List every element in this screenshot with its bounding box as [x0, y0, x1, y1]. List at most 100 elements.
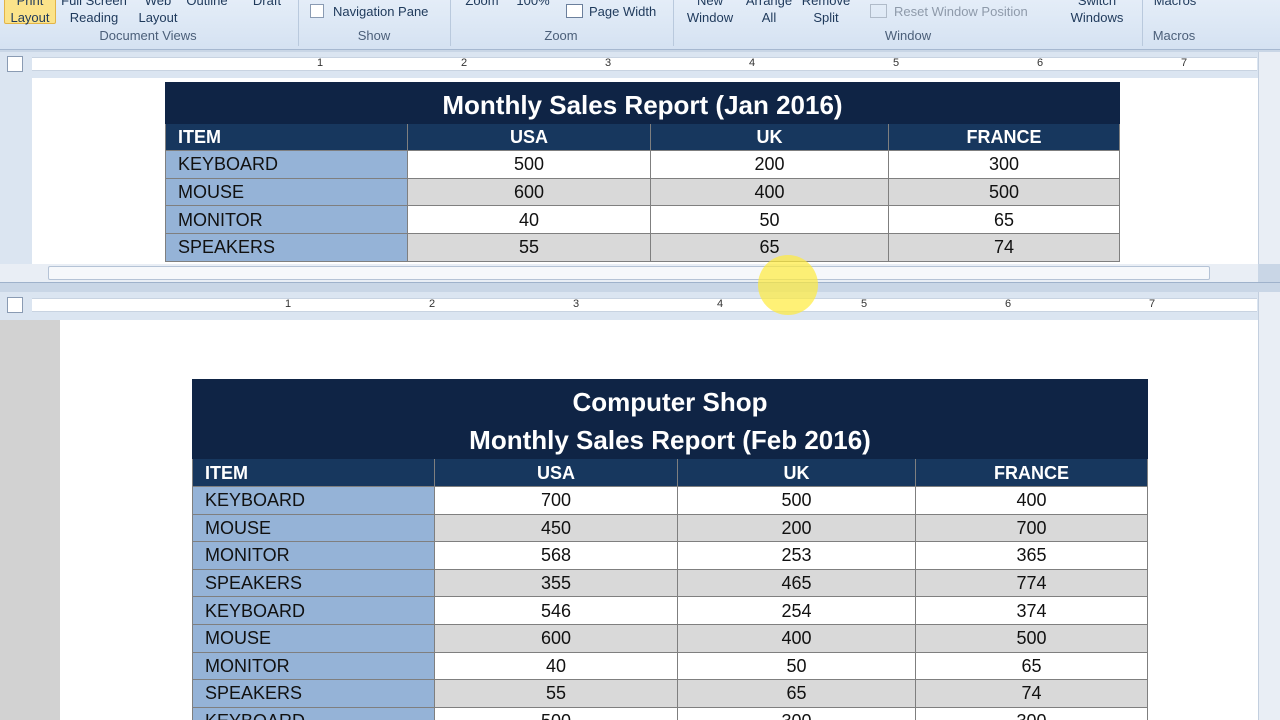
ribbon-button-label[interactable]: Print — [16, 0, 44, 8]
table-cell: KEYBOARD — [192, 707, 435, 720]
ribbon-button-label[interactable]: All — [761, 10, 777, 25]
table-cell: 74 — [889, 234, 1120, 262]
group-label: Window — [884, 28, 932, 43]
table-cell: 200 — [678, 514, 916, 543]
table-cell: 253 — [678, 542, 916, 570]
table-cell: MOUSE — [192, 514, 435, 543]
table-cell: 40 — [435, 652, 678, 681]
active-button — [4, 0, 56, 24]
ribbon-button-label[interactable]: Windows — [1070, 10, 1124, 25]
table-cell: MOUSE — [165, 178, 408, 207]
table-cell: 700 — [435, 487, 678, 515]
table-cell: 568 — [435, 542, 678, 570]
table-cell: 55 — [408, 234, 651, 262]
ribbon-button-label[interactable]: New — [696, 0, 723, 8]
separator — [450, 0, 451, 46]
table-cell: 700 — [916, 514, 1148, 543]
header-cell: ITEM — [192, 459, 435, 487]
table-cell: KEYBOARD — [192, 597, 435, 625]
group-label: Show — [357, 28, 391, 43]
ribbon-button-label[interactable]: Web — [144, 0, 172, 8]
table-cell: 400 — [916, 487, 1148, 515]
top-pane: Monthly Sales Report (Jan 2016) ITEM USA UK… — [32, 78, 1258, 264]
ribbon-button-label[interactable]: Layout — [138, 10, 178, 25]
table-cell: 254 — [678, 597, 916, 625]
table-cell: 400 — [678, 625, 916, 653]
table-cell: SPEAKERS — [165, 234, 408, 262]
bottom-pane: Computer Shop Monthly Sales Report (Feb 2… — [60, 320, 1258, 720]
ribbon-button-label[interactable]: Macros — [1153, 0, 1197, 8]
separator — [298, 0, 299, 46]
scrollbar[interactable] — [1258, 292, 1280, 720]
ribbon-button-label[interactable]: Zoom — [465, 0, 499, 8]
table-cell: MONITOR — [192, 542, 435, 570]
table-cell: 65 — [889, 206, 1120, 235]
table-cell: 500 — [889, 178, 1120, 207]
table-title: Monthly Sales Report (Jan 2016) — [442, 90, 843, 120]
split-bar[interactable] — [0, 282, 1280, 292]
table-cell: 65 — [678, 680, 916, 708]
cursor-highlight — [758, 255, 818, 315]
header-cell: FRANCE — [916, 459, 1148, 487]
table-cell: 300 — [916, 707, 1148, 720]
table-cell: 65 — [651, 234, 889, 262]
table-cell: 600 — [435, 625, 678, 653]
table-cell: MONITOR — [165, 206, 408, 235]
ribbon-content: Print Layout Full Screen Reading Web Layout Ou… — [0, 0, 1280, 50]
table-cell: KEYBOARD — [165, 151, 408, 179]
separator — [1142, 0, 1143, 46]
ribbon-button-label[interactable]: Layout — [10, 10, 50, 25]
table-cell: 300 — [678, 707, 916, 720]
table-cell: 500 — [435, 707, 678, 720]
ribbon-button-label[interactable]: Full Screen — [61, 0, 127, 8]
header-cell: ITEM — [165, 124, 408, 151]
separator — [673, 0, 674, 46]
ribbon-button-label[interactable]: 100% — [516, 0, 550, 8]
group-label: Macros — [1152, 28, 1196, 43]
ribbon-button-label[interactable]: Outline — [186, 0, 228, 8]
table-cell: KEYBOARD — [192, 487, 435, 515]
table-cell: 450 — [435, 514, 678, 543]
table-cell: 500 — [678, 487, 916, 515]
ribbon-button-label[interactable]: Navigation Pane — [333, 4, 429, 19]
table-cell: 546 — [435, 597, 678, 625]
table-cell: 50 — [651, 206, 889, 235]
header-cell: USA — [435, 459, 678, 487]
table-title: Computer Shop — [572, 387, 768, 417]
ribbon-button-label[interactable]: Arrange — [745, 0, 793, 8]
ruler-bar — [0, 52, 1280, 78]
ribbon-button-label[interactable]: Switch — [1077, 0, 1117, 8]
table-cell: 65 — [916, 652, 1148, 681]
table-title: Monthly Sales Report (Feb 2016) — [469, 425, 871, 455]
table-title-bg — [192, 379, 1148, 459]
ribbon-button-label[interactable]: Split — [813, 10, 839, 25]
icon — [566, 4, 583, 18]
table-cell: 374 — [916, 597, 1148, 625]
vertical-ruler — [0, 78, 32, 264]
table-cell: MONITOR — [192, 652, 435, 681]
checkbox — [310, 4, 324, 18]
scrollbar[interactable] — [1258, 52, 1280, 264]
table-title-bg — [165, 82, 1120, 124]
table-cell: 500 — [408, 151, 651, 179]
ribbon-button-label[interactable]: Draft — [252, 0, 282, 8]
ribbon-button-label[interactable]: Page Width — [589, 4, 657, 19]
table-cell: MOUSE — [192, 625, 435, 653]
table-cell: 400 — [651, 178, 889, 207]
h-scroll-thumb[interactable] — [48, 266, 1210, 280]
group-label: Zoom — [544, 28, 578, 43]
table-cell: 465 — [678, 569, 916, 598]
ribbon-button-label[interactable]: Remove — [801, 0, 851, 8]
icon — [870, 4, 887, 18]
ribbon-button-label[interactable]: Reset Window Position — [894, 4, 1028, 19]
table-cell: 200 — [651, 151, 889, 179]
table-cell: SPEAKERS — [192, 569, 435, 598]
table-cell: 500 — [916, 625, 1148, 653]
ribbon-button-label[interactable]: Reading — [69, 10, 119, 25]
table-cell: 365 — [916, 542, 1148, 570]
table-cell: SPEAKERS — [192, 680, 435, 708]
table-cell: 600 — [408, 178, 651, 207]
ribbon-button-label[interactable]: Window — [686, 10, 734, 25]
header-cell: FRANCE — [889, 124, 1120, 151]
